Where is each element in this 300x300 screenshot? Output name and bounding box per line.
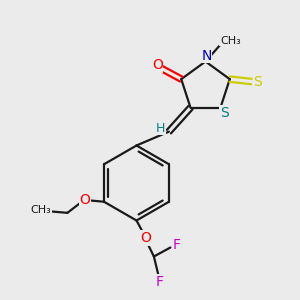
Text: N: N xyxy=(201,49,212,62)
Text: F: F xyxy=(156,275,164,289)
Text: S: S xyxy=(254,74,262,88)
Text: S: S xyxy=(220,106,229,120)
Text: CH₃: CH₃ xyxy=(220,35,241,46)
Text: O: O xyxy=(152,58,163,72)
Text: O: O xyxy=(80,193,90,207)
Text: O: O xyxy=(140,231,151,245)
Text: F: F xyxy=(172,238,180,252)
Text: H: H xyxy=(156,122,165,134)
Text: CH₃: CH₃ xyxy=(31,205,51,215)
